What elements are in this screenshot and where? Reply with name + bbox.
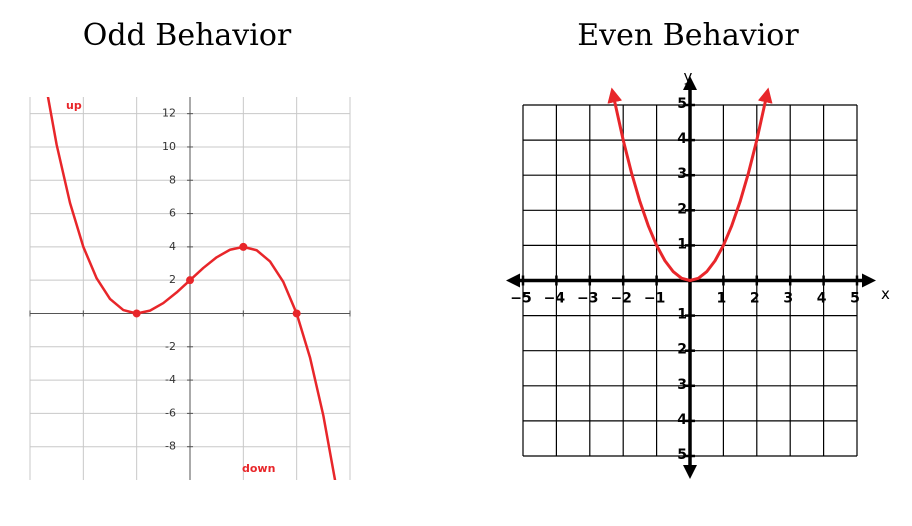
curve	[607, 87, 773, 282]
y-axis-label: y	[684, 68, 693, 86]
y-tick-label: 3	[677, 166, 687, 182]
chart-title: Odd Behavior	[83, 18, 292, 53]
y-tick-label: -4	[165, 373, 176, 386]
y-tick-label: 6	[169, 207, 176, 220]
y-tick-label: 4	[677, 412, 687, 428]
x-tick-label: −5	[510, 291, 531, 307]
y-tick-label: 2	[677, 201, 687, 217]
point	[239, 242, 248, 251]
x-tick-label: 5	[850, 291, 860, 307]
x-tick-label: −2	[610, 291, 631, 307]
y-tick-label: 3	[677, 377, 687, 393]
point	[186, 276, 194, 285]
x-tick-label: −4	[544, 291, 566, 307]
y-tick-label: 4	[169, 240, 176, 253]
y-tick-label: -2	[165, 340, 176, 353]
y-tick-label: -8	[165, 440, 176, 453]
y-tick-label: 5	[677, 447, 687, 463]
chart-title: Even Behavior	[577, 18, 799, 53]
y-tick-label: 5	[677, 96, 687, 112]
x-axis-label: x	[881, 285, 890, 303]
x-tick-label: 3	[783, 291, 793, 307]
annotation: down	[242, 462, 275, 475]
y-tick-label: 10	[162, 140, 176, 153]
x-tick-label: 2	[750, 291, 760, 307]
y-tick-label: 4	[677, 131, 687, 147]
y-tick-label: 1	[677, 236, 687, 252]
annotation: up	[66, 99, 82, 112]
y-tick-label: 8	[169, 173, 176, 186]
y-tick-label: 2	[677, 342, 687, 358]
point	[292, 309, 301, 318]
x-tick-label: −3	[577, 291, 598, 307]
y-tick-label: 2	[169, 273, 176, 286]
x-tick-label: 1	[717, 291, 727, 307]
y-tick-label: -6	[165, 406, 176, 419]
x-tick-label: −1	[644, 291, 665, 307]
x-tick-label: 4	[817, 291, 827, 307]
y-tick-label: 1	[677, 307, 687, 323]
point	[132, 309, 141, 318]
y-tick-label: 12	[162, 107, 176, 120]
